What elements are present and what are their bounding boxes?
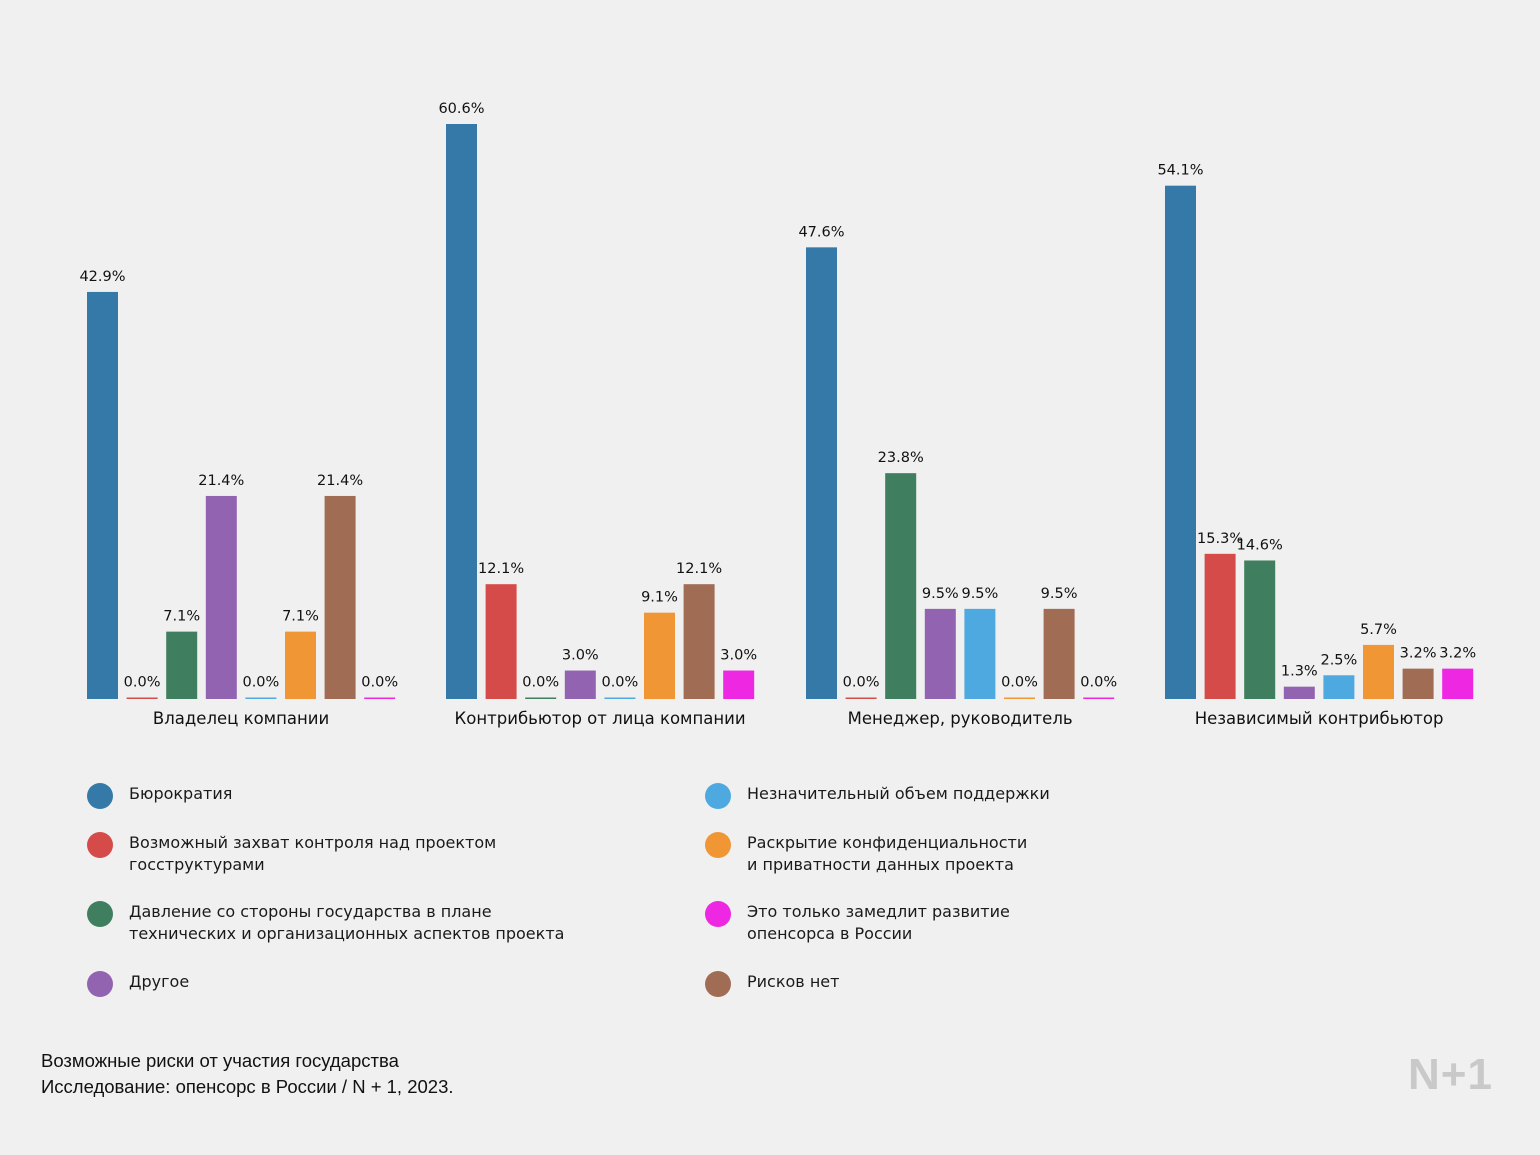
data-label: 15.3% <box>1197 531 1243 547</box>
data-label: 0.0% <box>242 675 279 691</box>
bar <box>1204 553 1236 699</box>
data-label: 0.0% <box>124 675 161 691</box>
data-label: 3.0% <box>562 648 599 664</box>
legend-item: Возможный захват контроля над проектом г… <box>87 832 496 876</box>
data-label: 7.1% <box>282 609 319 625</box>
legend-label: Другое <box>129 972 190 991</box>
legend-swatch <box>87 901 113 927</box>
bar <box>564 670 596 699</box>
data-label: 9.5% <box>961 586 998 602</box>
data-label: 12.1% <box>676 561 722 577</box>
category-label: Независимый контрибьютор <box>1195 709 1444 728</box>
data-label: 0.0% <box>522 675 559 691</box>
legend-label: Рисков нет <box>747 972 840 991</box>
bar <box>924 608 956 699</box>
legend-swatch <box>87 971 113 997</box>
category-label: Контрибьютор от лица компании <box>455 709 746 728</box>
legend-swatch <box>705 832 731 858</box>
data-label: 42.9% <box>79 269 125 285</box>
bar <box>1402 668 1434 699</box>
data-label: 0.0% <box>1001 675 1038 691</box>
legend-item: Бюрократия <box>87 783 232 809</box>
data-label: 9.1% <box>641 590 678 606</box>
bar <box>525 697 557 699</box>
caption-source: Исследование: опенсорс в России / N + 1,… <box>41 1076 454 1097</box>
bar <box>446 124 477 699</box>
bar <box>885 473 917 699</box>
bar <box>845 697 877 699</box>
data-label: 7.1% <box>163 609 200 625</box>
bar <box>806 247 837 699</box>
data-label: 0.0% <box>1080 675 1117 691</box>
bar <box>364 697 396 699</box>
bar <box>1244 560 1276 699</box>
bar <box>126 697 158 699</box>
data-label: 14.6% <box>1237 537 1283 553</box>
bar <box>166 631 198 699</box>
data-label: 0.0% <box>601 675 638 691</box>
bar <box>285 631 316 699</box>
data-label: 21.4% <box>317 473 363 489</box>
bar <box>245 697 277 699</box>
legend-label: Бюрократия <box>129 784 233 803</box>
legend-item: Это только замедлит развитие опенсорса в… <box>705 901 1010 945</box>
data-label: 3.0% <box>720 648 757 664</box>
data-label: 5.7% <box>1360 622 1397 638</box>
legend-label: Раскрытие конфиденциальности и приватнос… <box>747 833 1028 874</box>
bar <box>1165 185 1196 699</box>
data-label: 21.4% <box>198 473 244 489</box>
bar <box>1323 675 1355 699</box>
legend-swatch <box>705 971 731 997</box>
bar <box>1004 697 1035 699</box>
data-label: 23.8% <box>878 450 924 466</box>
bar <box>964 608 996 699</box>
bar <box>604 697 636 699</box>
legend-label: Это только замедлит развитие опенсорса в… <box>747 902 1010 943</box>
legend-item: Раскрытие конфиденциальности и приватнос… <box>705 832 1027 876</box>
bar <box>205 495 237 699</box>
bar <box>683 584 715 699</box>
legend-label: Незначительный объем поддержки <box>747 784 1050 803</box>
chart-caption: Возможные риски от участия государства И… <box>41 1048 454 1100</box>
data-label: 9.5% <box>922 586 959 602</box>
data-label: 1.3% <box>1281 664 1318 680</box>
bar <box>1083 697 1115 699</box>
legend-swatch <box>705 783 731 809</box>
bar <box>324 495 356 699</box>
legend-label: Давление со стороны государства в плане … <box>129 902 565 943</box>
legend-swatch <box>87 832 113 858</box>
bar <box>1043 608 1075 699</box>
category-label: Менеджер, руководитель <box>848 709 1073 728</box>
caption-title: Возможные риски от участия государства <box>41 1050 399 1071</box>
legend-label: Возможный захват контроля над проектом г… <box>129 833 497 874</box>
legend-item: Рисков нет <box>705 971 839 997</box>
legend-item: Другое <box>87 971 189 997</box>
legend-swatch <box>87 783 113 809</box>
legend-swatch <box>705 901 731 927</box>
bar <box>723 670 755 699</box>
data-label: 47.6% <box>798 224 844 240</box>
bar <box>1363 644 1394 699</box>
legend-item: Незначительный объем поддержки <box>705 783 1050 809</box>
category-label: Владелец компании <box>153 709 329 728</box>
bar <box>485 584 517 699</box>
bar <box>644 612 675 699</box>
data-label: 60.6% <box>438 101 484 117</box>
bar <box>1283 686 1315 699</box>
bar <box>1442 668 1474 699</box>
data-label: 2.5% <box>1320 652 1357 668</box>
legend-item: Давление со стороны государства в плане … <box>87 901 564 945</box>
data-label: 3.2% <box>1439 646 1476 662</box>
data-label: 12.1% <box>478 561 524 577</box>
bar-chart: 42.9% 0.0% 7.1% 21.4% 0.0% 7.1% 21.4% 0.0% Владе… <box>79 101 1476 728</box>
data-label: 3.2% <box>1400 646 1437 662</box>
data-label: 9.5% <box>1041 586 1078 602</box>
n-plus-one-logo: N+1 <box>1408 1050 1493 1099</box>
data-label: 0.0% <box>361 675 398 691</box>
data-label: 54.1% <box>1157 163 1203 179</box>
data-label: 0.0% <box>843 675 880 691</box>
bar <box>87 291 118 699</box>
